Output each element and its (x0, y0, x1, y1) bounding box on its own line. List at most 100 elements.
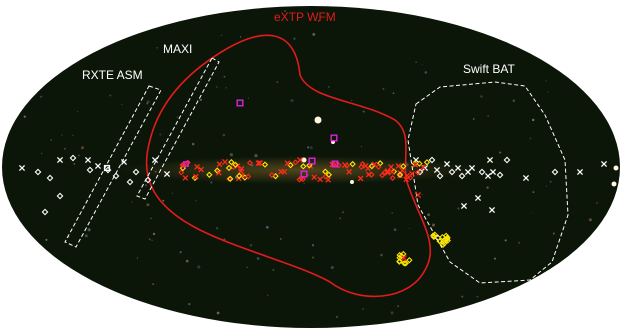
background-star (545, 185, 548, 187)
cross-marker (296, 156, 304, 164)
rxte-asm-fov (64, 85, 162, 248)
background-star (549, 180, 552, 183)
diamond-marker (379, 172, 386, 179)
background-star (362, 110, 365, 113)
diamond-marker (503, 156, 511, 164)
cross-marker (454, 164, 462, 172)
cross-marker (433, 166, 441, 174)
maxi-label: MAXI (163, 42, 192, 56)
background-star (552, 232, 555, 235)
background-star (532, 191, 535, 194)
square-marker (183, 161, 189, 167)
cross-marker (234, 163, 241, 169)
background-star (151, 239, 153, 241)
cross-marker (284, 160, 291, 167)
diamond-marker (112, 172, 120, 180)
background-star (529, 137, 532, 140)
background-star (476, 295, 479, 298)
background-star (290, 98, 294, 103)
cross-marker (412, 161, 419, 168)
background-star (457, 207, 460, 210)
background-star (131, 201, 133, 203)
diamond-marker (400, 163, 407, 170)
cross-marker (399, 167, 406, 174)
background-star (493, 257, 497, 260)
background-star (391, 212, 393, 214)
background-star (531, 118, 535, 122)
square-marker (308, 157, 316, 165)
cross-marker (221, 158, 229, 166)
diamond-marker (41, 208, 49, 216)
background-star (424, 71, 428, 74)
bright-source (613, 165, 619, 171)
background-star (596, 202, 598, 204)
source-markers (18, 99, 608, 267)
background-star (421, 64, 423, 66)
background-star (382, 87, 385, 90)
background-star (80, 146, 85, 150)
background-star (146, 100, 150, 104)
diamond-marker (368, 171, 375, 178)
background-stars (23, 9, 619, 319)
diamond-marker (428, 156, 436, 164)
cross-marker (198, 166, 204, 173)
background-star (179, 250, 182, 254)
cross-marker (486, 156, 494, 164)
cross-marker (395, 163, 402, 169)
background-star (256, 257, 260, 260)
square-marker (300, 170, 308, 178)
diamond-marker (442, 232, 450, 239)
background-star (185, 259, 189, 263)
diamond-marker (214, 167, 221, 174)
background-star (23, 115, 26, 118)
background-star (362, 308, 364, 310)
diamond-marker (325, 171, 333, 178)
background-star (84, 234, 88, 238)
cross-marker (56, 156, 64, 164)
background-star (547, 91, 549, 93)
background-star (339, 217, 342, 220)
cross-marker (255, 160, 262, 166)
cross-marker (401, 255, 407, 261)
cross-marker (489, 168, 497, 176)
background-star (312, 256, 314, 259)
diamond-marker (396, 171, 404, 179)
background-star (222, 133, 226, 137)
background-star (156, 46, 159, 49)
diamond-marker (227, 175, 234, 183)
diamond-marker (436, 238, 444, 245)
background-star (487, 114, 490, 117)
background-star (267, 294, 269, 297)
background-star (251, 164, 254, 167)
background-star (408, 227, 411, 229)
cross-marker (420, 164, 426, 170)
background-star (499, 151, 502, 154)
background-star (309, 146, 313, 150)
background-star (61, 134, 63, 136)
diamond-marker (245, 173, 252, 180)
cross-marker (460, 202, 468, 210)
cross-marker (216, 161, 223, 167)
background-star (248, 97, 250, 99)
background-star (431, 223, 436, 227)
background-star (276, 81, 279, 84)
background-star (249, 244, 253, 247)
background-star (146, 102, 149, 105)
cross-marker (468, 164, 476, 172)
cross-marker (404, 172, 411, 179)
background-star (162, 199, 165, 202)
background-star (152, 283, 155, 286)
background-star (335, 315, 339, 319)
background-star (188, 302, 191, 306)
background-star (195, 200, 197, 202)
diamond-marker (478, 168, 486, 176)
background-star (172, 192, 173, 194)
diamond-marker (225, 164, 233, 172)
background-star (283, 9, 287, 13)
background-star (360, 146, 363, 148)
cross-marker (18, 164, 26, 172)
diamond-marker (178, 169, 185, 176)
background-star (415, 61, 417, 64)
cross-marker (120, 158, 128, 166)
diamond-marker (444, 234, 451, 241)
